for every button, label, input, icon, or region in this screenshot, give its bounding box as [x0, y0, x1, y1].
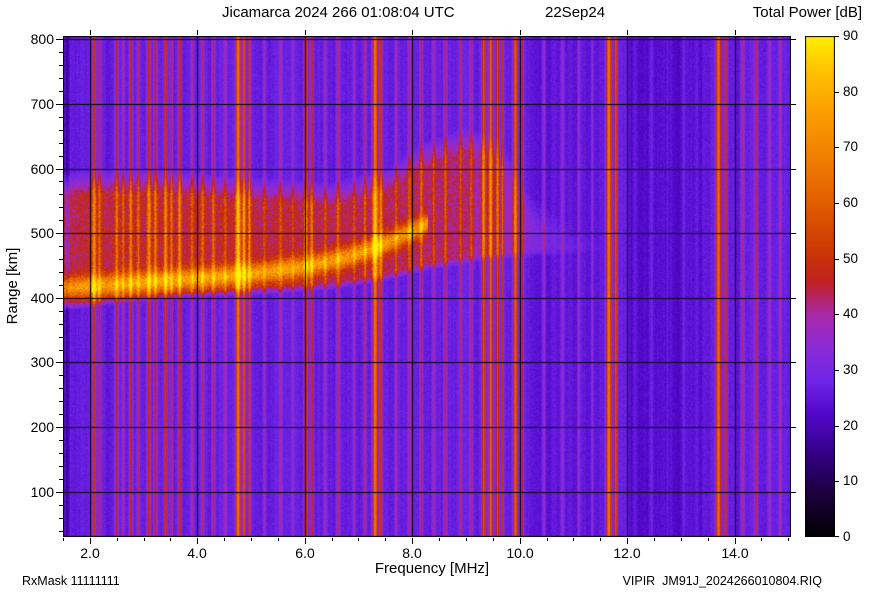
x-tick-mark [305, 538, 306, 544]
plot-date: 22Sep24 [545, 4, 606, 21]
x-tick-label: 8.0 [402, 545, 422, 561]
x-minor-tick-mark [547, 538, 548, 541]
y-tick-mark-right [791, 298, 796, 299]
y-tick-label: 800 [30, 31, 54, 47]
colorbar-tick-label: 30 [843, 362, 859, 377]
file-label: VIPIR JM91J_2024266010804.RIQ [622, 574, 822, 588]
x-minor-tick-mark [708, 538, 709, 541]
x-minor-tick-mark [224, 538, 225, 541]
x-minor-tick-mark [573, 538, 574, 541]
x-tick-label: 6.0 [295, 545, 315, 561]
x-minor-tick-mark [600, 538, 601, 541]
x-tick-label: 14.0 [721, 545, 749, 561]
x-tick-mark [90, 538, 91, 544]
colorbar-tick-mark [835, 259, 839, 260]
x-minor-tick-mark [761, 538, 762, 541]
y-tick-mark-right [791, 104, 796, 105]
colorbar-tick-label: 10 [843, 473, 859, 488]
y-tick-mark-right [791, 233, 796, 234]
x-tick-mark [735, 538, 736, 544]
colorbar-tick-label: 40 [843, 306, 859, 321]
colorbar-tick-mark [835, 314, 839, 315]
colorbar-tick-label: 0 [843, 529, 851, 544]
x-minor-tick-mark [332, 538, 333, 541]
x-minor-tick-mark [466, 538, 467, 541]
rxmask-label: RxMask 11111111 [22, 574, 120, 588]
colorbar-tick-mark [835, 426, 839, 427]
colorbar-tick-label: 80 [843, 84, 859, 99]
colorbar-tick-mark [835, 36, 839, 37]
y-tick-mark-right [791, 492, 796, 493]
x-tick-mark [197, 538, 198, 544]
x-tick-mark-top [520, 30, 521, 35]
x-tick-label: 4.0 [187, 545, 207, 561]
y-axis-label: Range [km] [4, 247, 21, 325]
y-tick-mark [56, 427, 63, 428]
colorbar-tick-mark [835, 92, 839, 93]
plot-title: Jicamarca 2024 266 01:08:04 UTC [222, 4, 455, 21]
x-minor-tick-mark [251, 538, 252, 541]
x-minor-tick-mark [117, 538, 118, 541]
x-minor-tick-mark [170, 538, 171, 541]
colorbar-tick-label: 20 [843, 418, 859, 433]
y-tick-mark [56, 39, 63, 40]
x-tick-mark-top [627, 30, 628, 35]
y-tick-label: 300 [30, 354, 54, 370]
x-tick-label: 12.0 [613, 545, 641, 561]
x-tick-mark-top [197, 30, 198, 35]
x-tick-label: 10.0 [506, 545, 534, 561]
x-tick-mark [520, 538, 521, 544]
x-minor-tick-mark [788, 538, 789, 541]
x-minor-tick-mark [439, 538, 440, 541]
x-minor-tick-mark [681, 538, 682, 541]
spectrogram-heatmap [63, 36, 791, 537]
y-tick-mark [56, 298, 63, 299]
x-tick-mark [627, 538, 628, 544]
y-tick-label: 200 [30, 419, 54, 435]
y-tick-label: 100 [30, 484, 54, 500]
y-tick-mark [56, 362, 63, 363]
y-tick-mark [56, 169, 63, 170]
x-minor-tick-mark [385, 538, 386, 541]
x-tick-mark-top [735, 30, 736, 35]
y-tick-mark-right [791, 169, 796, 170]
colorbar-tick-mark [835, 147, 839, 148]
x-minor-tick-mark [63, 538, 64, 541]
x-tick-label: 2.0 [80, 545, 100, 561]
colorbar-tick-mark [835, 203, 839, 204]
y-tick-mark-right [791, 39, 796, 40]
colorbar-tick-label: 70 [843, 139, 859, 154]
colorbar-tick-label: 50 [843, 251, 859, 266]
x-tick-mark [412, 538, 413, 544]
x-axis-label: Frequency [MHz] [374, 560, 490, 577]
x-minor-tick-mark [358, 538, 359, 541]
colorbar-tick-label: 90 [843, 28, 859, 43]
y-tick-mark [56, 233, 63, 234]
y-tick-mark-right [791, 362, 796, 363]
x-minor-tick-mark [144, 538, 145, 541]
colorbar-tick-mark [835, 370, 839, 371]
colorbar-tick-mark [835, 536, 839, 537]
colorbar-tick-mark [835, 481, 839, 482]
colorbar-gradient [805, 36, 835, 537]
x-tick-mark-top [412, 30, 413, 35]
y-tick-label: 600 [30, 161, 54, 177]
colorbar-tick-label: 60 [843, 195, 859, 210]
y-tick-mark [56, 492, 63, 493]
x-tick-mark-top [305, 30, 306, 35]
x-minor-tick-mark [493, 538, 494, 541]
y-tick-label: 700 [30, 96, 54, 112]
x-minor-tick-mark [278, 538, 279, 541]
x-minor-tick-mark [654, 538, 655, 541]
y-tick-mark-right [791, 427, 796, 428]
colorbar-title: Total Power [dB] [752, 4, 862, 21]
x-tick-mark-top [90, 30, 91, 35]
y-tick-mark [56, 104, 63, 105]
